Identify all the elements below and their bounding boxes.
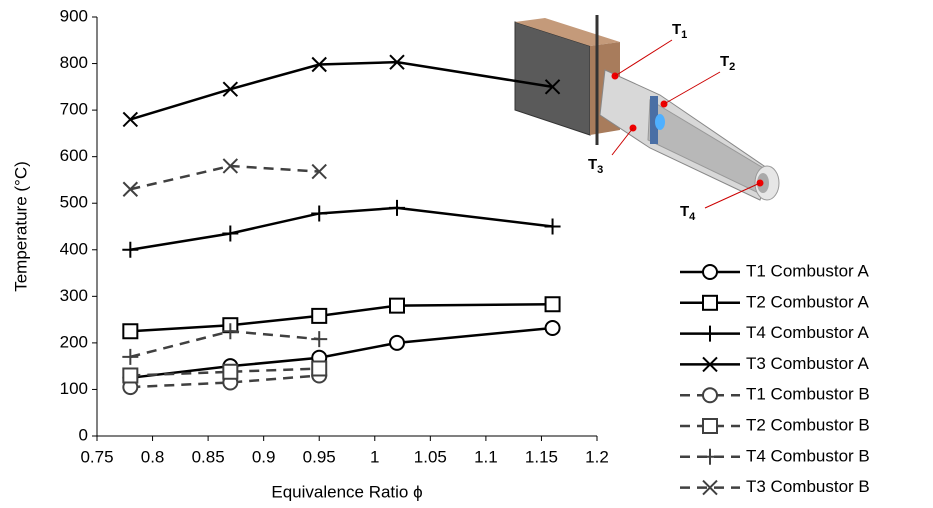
x-tick-label: 1.2 <box>585 447 609 466</box>
annotation-sub: 3 <box>597 164 603 176</box>
y-tick-label: 0 <box>79 425 88 444</box>
series-line <box>130 328 552 378</box>
annotation-base: T <box>720 53 729 70</box>
x-tick-label: 1 <box>370 447 379 466</box>
marker <box>122 242 138 258</box>
y-tick-label: 400 <box>60 239 88 258</box>
marker <box>311 331 327 347</box>
series-line <box>130 62 552 119</box>
x-tick-label: 1.05 <box>414 447 447 466</box>
legend-label: T3 Combustor A <box>746 354 869 373</box>
legend-label: T3 Combustor B <box>746 477 870 496</box>
combustor-illustration <box>515 15 779 208</box>
marker <box>390 299 404 313</box>
marker <box>702 449 718 465</box>
annotation: T3 <box>588 156 603 176</box>
series-line <box>130 208 552 250</box>
x-tick-label: 0.9 <box>252 447 276 466</box>
series <box>123 361 326 382</box>
annotation-sub: 2 <box>729 61 735 73</box>
marker <box>123 368 137 382</box>
marker <box>703 265 717 279</box>
marker <box>123 112 137 126</box>
x-tick-label: 0.8 <box>141 447 165 466</box>
x-tick-label: 0.75 <box>80 447 113 466</box>
x-tick-label: 1.15 <box>525 447 558 466</box>
marker <box>312 361 326 375</box>
marker <box>123 324 137 338</box>
legend-label: T2 Combustor B <box>746 415 870 434</box>
series <box>123 159 326 196</box>
marker <box>546 297 560 311</box>
legend-label: T2 Combustor A <box>746 292 869 311</box>
y-tick-label: 700 <box>60 100 88 119</box>
y-tick-label: 600 <box>60 146 88 165</box>
annotation: T1 <box>672 21 687 41</box>
annotation: T2 <box>720 53 735 73</box>
series <box>122 200 560 258</box>
y-tick-label: 300 <box>60 286 88 305</box>
marker <box>389 200 405 216</box>
annotation-sub: 1 <box>681 29 687 41</box>
series-line <box>130 166 319 189</box>
y-tick-label: 900 <box>60 6 88 25</box>
marker <box>223 82 237 96</box>
series <box>123 55 559 126</box>
marker <box>703 388 717 402</box>
marker <box>390 336 404 350</box>
y-tick-label: 200 <box>60 332 88 351</box>
marker <box>546 321 560 335</box>
annotation-base: T <box>672 21 681 38</box>
y-tick-label: 800 <box>60 53 88 72</box>
y-tick-label: 500 <box>60 193 88 212</box>
legend-label: T4 Combustor B <box>746 446 870 465</box>
marker <box>702 326 718 342</box>
series <box>123 297 559 338</box>
marker <box>122 349 138 365</box>
legend-label: T4 Combustor A <box>746 323 869 342</box>
marker <box>312 165 326 179</box>
marker <box>703 419 717 433</box>
series-line <box>130 331 319 357</box>
annotation-base: T <box>588 156 597 173</box>
series <box>123 321 559 385</box>
marker <box>312 309 326 323</box>
marker <box>222 225 238 241</box>
marker <box>311 205 327 221</box>
chart: 0 100 200 300 400 500 600 700 800 900 0.75 0.8 0.85 0… <box>0 0 933 508</box>
annotation-base: T <box>680 203 689 220</box>
x-tick-label: 1.1 <box>474 447 498 466</box>
x-tick-label: 0.95 <box>303 447 336 466</box>
x-axis-label: Equivalence Ratio ϕ <box>271 482 422 501</box>
marker <box>223 365 237 379</box>
y-tick-label: 100 <box>60 379 88 398</box>
x-tick-label: 0.85 <box>192 447 225 466</box>
y-axis-label: Temperature (°C) <box>11 161 30 292</box>
annotation-sub: 4 <box>689 211 696 223</box>
marker <box>703 296 717 310</box>
legend-label: T1 Combustor A <box>746 261 869 280</box>
marker <box>545 219 561 235</box>
series-line <box>130 304 552 331</box>
annotation: T4 <box>680 203 696 223</box>
legend-label: T1 Combustor B <box>746 385 870 404</box>
